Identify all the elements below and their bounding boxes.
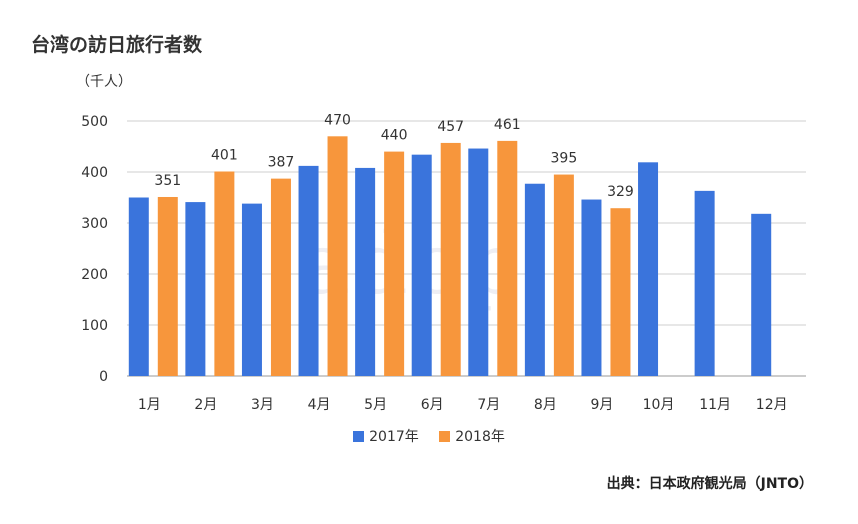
data-label: 440 bbox=[381, 128, 408, 144]
chart-title: 台湾の訪日旅行者数 bbox=[31, 34, 203, 56]
legend-swatch-2017 bbox=[353, 430, 365, 442]
bar-2018-2 bbox=[214, 171, 235, 376]
data-label: 470 bbox=[324, 112, 351, 128]
bar-2018-5 bbox=[384, 151, 405, 376]
x-tick-label: 7月 bbox=[477, 397, 500, 413]
source-note: 出典：日本政府観光局（JNTO） bbox=[606, 476, 813, 492]
bar-2017-1 bbox=[128, 197, 149, 376]
legend-item-2018: 2018年 bbox=[439, 426, 505, 446]
y-tick-label: 0 bbox=[99, 369, 108, 385]
legend-swatch-2018 bbox=[439, 430, 451, 442]
data-label: 461 bbox=[494, 117, 521, 133]
y-tick-label: 400 bbox=[81, 165, 108, 181]
x-tick-label: 4月 bbox=[308, 397, 331, 413]
bar-2018-6 bbox=[440, 142, 461, 376]
bar-2017-5 bbox=[355, 167, 376, 376]
legend-label-2018: 2018年 bbox=[455, 429, 505, 445]
bar-2017-12 bbox=[751, 213, 772, 376]
bar-2018-3 bbox=[270, 178, 291, 376]
legend-item-2017: 2017年 bbox=[353, 426, 419, 446]
data-label: 351 bbox=[154, 173, 181, 189]
legend-label-2017: 2017年 bbox=[369, 429, 419, 445]
x-tick-label: 10月 bbox=[643, 397, 675, 413]
data-label: 395 bbox=[551, 151, 578, 167]
y-tick-label: 200 bbox=[81, 267, 108, 283]
bar-2017-2 bbox=[185, 202, 206, 376]
bar-2018-7 bbox=[497, 140, 518, 376]
bar-2018-4 bbox=[327, 136, 348, 376]
data-label: 457 bbox=[437, 119, 464, 135]
bar-2017-8 bbox=[524, 183, 545, 376]
x-tick-label: 2月 bbox=[194, 397, 217, 413]
x-tick-label: 3月 bbox=[251, 397, 274, 413]
bar-2017-9 bbox=[581, 199, 602, 376]
y-axis-unit: （千人） bbox=[76, 74, 132, 90]
bar-2018-8 bbox=[553, 174, 574, 376]
bar-2018-9 bbox=[610, 208, 631, 376]
x-tick-label: 11月 bbox=[699, 397, 731, 413]
data-label: 387 bbox=[268, 155, 295, 171]
y-tick-label: 300 bbox=[81, 216, 108, 232]
x-tick-label: 8月 bbox=[534, 397, 557, 413]
bar-2017-7 bbox=[468, 148, 489, 376]
x-tick-label: 12月 bbox=[756, 397, 788, 413]
data-label: 401 bbox=[211, 147, 238, 163]
bar-2017-3 bbox=[241, 203, 262, 376]
data-label: 329 bbox=[607, 184, 634, 200]
bar-2018-1 bbox=[157, 196, 178, 376]
legend: 2017年 2018年 bbox=[0, 426, 858, 446]
bar-2017-4 bbox=[298, 165, 319, 376]
bar-2017-11 bbox=[694, 190, 715, 376]
y-tick-label: 100 bbox=[81, 318, 108, 334]
x-tick-label: 1月 bbox=[138, 397, 161, 413]
bar-2017-6 bbox=[411, 154, 432, 376]
x-tick-label: 6月 bbox=[421, 397, 444, 413]
x-tick-label: 9月 bbox=[590, 397, 613, 413]
x-tick-label: 5月 bbox=[364, 397, 387, 413]
bar-2017-10 bbox=[638, 162, 659, 376]
y-tick-label: 500 bbox=[81, 114, 108, 130]
